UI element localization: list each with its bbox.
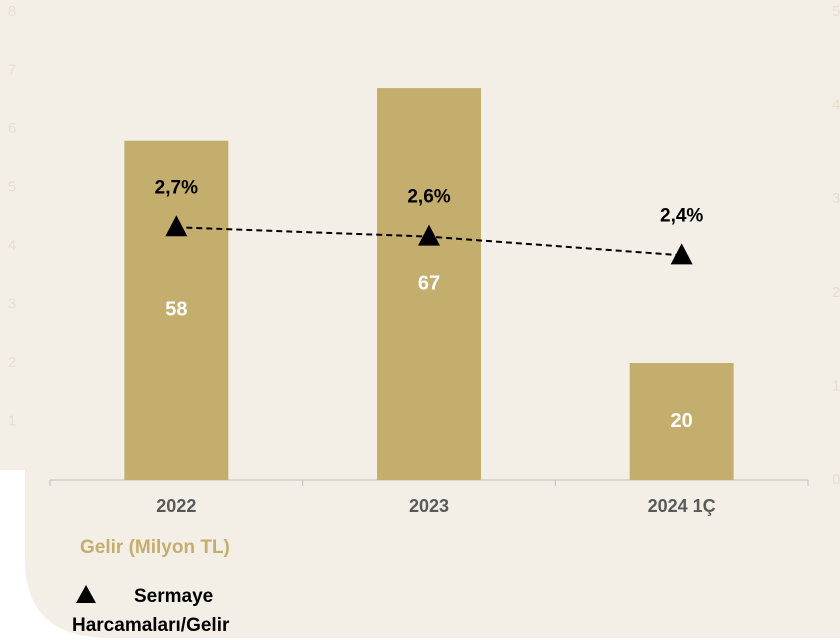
bar: [124, 140, 229, 480]
y-tick-label: 3: [8, 295, 16, 312]
y2-tick-label: 4: [832, 97, 840, 114]
legend-label: Sermaye Harcamaları/Gelir: [72, 586, 230, 636]
legend-marker: [76, 585, 96, 603]
y2-tick-label: 5: [832, 3, 840, 20]
x-tick-label: 2024 1Ç: [648, 496, 716, 516]
y-tick-label: 1: [8, 412, 16, 429]
line-marker: [670, 243, 693, 265]
bar: [377, 88, 481, 481]
y2-tick-label: 2: [832, 284, 840, 301]
y2-tick-label: 3: [832, 190, 840, 207]
bar-value-label: 20: [671, 410, 693, 432]
line-marker: [418, 224, 440, 246]
y-tick-label: 4: [8, 237, 16, 254]
y2-tick-label: 0: [832, 471, 840, 488]
bar-value-label: 58: [165, 299, 187, 321]
x-tick-label: 2022: [156, 496, 196, 516]
legend-bar-label: Gelir (Milyon TL): [80, 537, 230, 558]
line-value-label: 2,7%: [155, 177, 198, 198]
legend-line-entry: Sermaye Harcamaları/Gelir: [72, 582, 282, 640]
y2-tick-label: 1: [832, 377, 840, 394]
line-marker: [165, 215, 188, 237]
bar-value-label: 67: [418, 272, 440, 294]
y-tick-label: 6: [8, 120, 16, 137]
x-tick-label: 2023: [409, 496, 449, 516]
y-tick-label: 5: [8, 178, 16, 195]
y-tick-label: 7: [8, 61, 16, 78]
y-tick-label: 8: [8, 3, 16, 20]
line-value-label: 2,6%: [407, 187, 450, 208]
line-value-label: 2,4%: [660, 205, 703, 226]
bar: [629, 363, 734, 480]
y-tick-label: 2: [8, 354, 16, 371]
